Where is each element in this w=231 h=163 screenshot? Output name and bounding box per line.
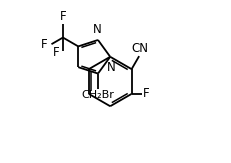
Text: F: F: [143, 87, 150, 100]
Text: N: N: [107, 61, 116, 74]
Text: N: N: [93, 23, 101, 36]
Text: CN: CN: [131, 42, 149, 55]
Text: CH₂Br: CH₂Br: [82, 90, 114, 100]
Text: F: F: [41, 38, 48, 51]
Text: F: F: [60, 10, 66, 22]
Text: F: F: [53, 46, 59, 59]
